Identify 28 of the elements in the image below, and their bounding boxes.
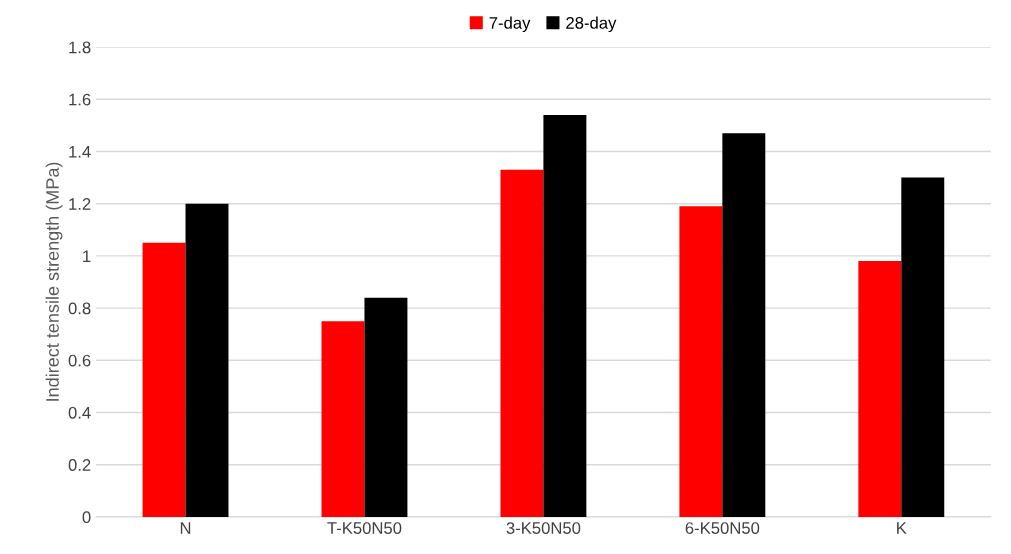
y-tick-label: 1.8 [69,41,91,54]
y-tick-label: 1.4 [69,146,91,158]
x-tick-label: 3-K50N50 [506,522,581,534]
x-tick-label: N [180,522,191,534]
bar [901,177,945,517]
x-tick-label: T-K50N50 [327,522,402,534]
legend-label: 7-day [489,16,531,33]
bar [543,114,587,517]
bar [500,169,544,517]
bar [722,133,766,517]
bar [364,297,408,517]
y-tick-label: 0.4 [68,406,91,419]
y-tick-label: 1.6 [69,93,91,106]
bar [321,321,365,517]
x-tick-label: K [897,522,907,534]
legend-label: 28-day [566,16,617,33]
y-tick-label: 0 [82,511,91,524]
y-tick-label: 0.8 [68,302,91,315]
x-tick-label: 6-K50N50 [685,522,760,534]
bar [142,242,186,517]
y-axis-title: Indirect tensile strength (MPa) [45,162,63,401]
bar [858,261,902,517]
bar [679,206,723,517]
y-tick-label: 1 [83,250,91,262]
y-tick-label: 0.2 [68,459,91,471]
bar [185,203,229,517]
y-tick-label: 0.6 [68,354,91,367]
y-tick-label: 1.2 [69,198,91,210]
